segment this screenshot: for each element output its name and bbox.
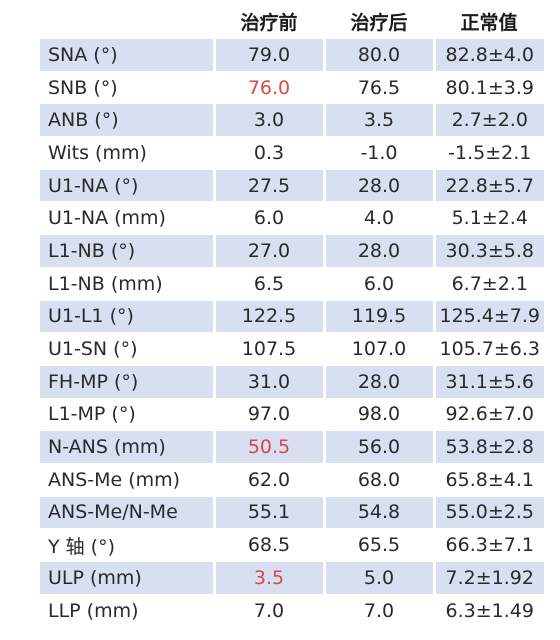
row-label: SNB (°) bbox=[40, 70, 214, 105]
table-row: U1-NA (mm) 6.0 4.0 5.1±2.4 bbox=[40, 201, 544, 236]
row-label: Wits (mm) bbox=[40, 136, 214, 170]
post-treatment-value: 54.8 bbox=[322, 495, 434, 530]
pre-treatment-value: 62.0 bbox=[212, 462, 324, 497]
row-label: L1-NB (°) bbox=[40, 234, 214, 268]
table-row: FH-MP (°) 31.0 28.0 31.1±5.6 bbox=[40, 364, 544, 399]
header-normal-value: 正常值 bbox=[434, 4, 544, 39]
normal-value: 6.7±2.1 bbox=[432, 266, 544, 301]
normal-value: 82.8±4.0 bbox=[432, 38, 544, 72]
normal-value: 5.1±2.4 bbox=[432, 201, 544, 236]
normal-value: 105.7±6.3 bbox=[432, 332, 544, 366]
row-label: FH-MP (°) bbox=[40, 364, 214, 399]
header-row: 治疗前 治疗后 正常值 bbox=[40, 4, 544, 39]
table-row: LLP (mm) 7.0 7.0 6.3±1.49 bbox=[40, 593, 544, 628]
pre-treatment-value: 68.5 bbox=[212, 528, 324, 562]
pre-treatment-value: 55.1 bbox=[212, 495, 324, 530]
table-row: L1-MP (°) 97.0 98.0 92.6±7.0 bbox=[40, 397, 544, 432]
normal-value: 92.6±7.0 bbox=[432, 397, 544, 432]
normal-value: 65.8±4.1 bbox=[432, 462, 544, 497]
row-label: SNA (°) bbox=[40, 38, 214, 72]
row-label: U1-SN (°) bbox=[40, 332, 214, 366]
table-row: ANB (°) 3.0 3.5 2.7±2.0 bbox=[40, 103, 544, 138]
post-treatment-value: 76.5 bbox=[322, 70, 434, 105]
table-row: SNA (°) 79.0 80.0 82.8±4.0 bbox=[40, 38, 544, 72]
table-row: ULP (mm) 3.5 5.0 7.2±1.92 bbox=[40, 561, 544, 595]
normal-value: 6.3±1.49 bbox=[432, 593, 544, 628]
post-treatment-value: 98.0 bbox=[322, 397, 434, 432]
pre-treatment-value: 79.0 bbox=[212, 38, 324, 72]
normal-value: 80.1±3.9 bbox=[432, 70, 544, 105]
table-row: Wits (mm) 0.3 -1.0 -1.5±2.1 bbox=[40, 136, 544, 170]
table-row: U1-L1 (°) 122.5 119.5 125.4±7.9 bbox=[40, 299, 544, 334]
normal-value: 66.3±7.1 bbox=[432, 528, 544, 562]
pre-treatment-value: 0.3 bbox=[212, 136, 324, 170]
table-body: SNA (°) 79.0 80.0 82.8±4.0 SNB (°) 76.0 76.5 80… bbox=[40, 38, 544, 628]
row-label: ANB (°) bbox=[40, 103, 214, 138]
row-label: ANS-Me (mm) bbox=[40, 462, 214, 497]
table-row: U1-SN (°) 107.5 107.0 105.7±6.3 bbox=[40, 332, 544, 366]
normal-value: 125.4±7.9 bbox=[432, 299, 544, 334]
table-row: N-ANS (mm) 50.5 56.0 53.8±2.8 bbox=[40, 430, 544, 464]
post-treatment-value: 6.0 bbox=[322, 266, 434, 301]
table-row: Y 轴 (°) 68.5 65.5 66.3±7.1 bbox=[40, 528, 544, 562]
table-row: L1-NB (°) 27.0 28.0 30.3±5.8 bbox=[40, 234, 544, 268]
table-header: 治疗前 治疗后 正常值 bbox=[40, 4, 544, 39]
pre-treatment-value: 6.0 bbox=[212, 201, 324, 236]
row-label: ANS-Me/N-Me bbox=[40, 495, 214, 530]
row-label: N-ANS (mm) bbox=[40, 430, 214, 464]
post-treatment-value: 4.0 bbox=[322, 201, 434, 236]
normal-value: 31.1±5.6 bbox=[432, 364, 544, 399]
pre-treatment-value: 122.5 bbox=[212, 299, 324, 334]
pre-treatment-value: 107.5 bbox=[212, 332, 324, 366]
table-row: ANS-Me/N-Me 55.1 54.8 55.0±2.5 bbox=[40, 495, 544, 530]
normal-value: -1.5±2.1 bbox=[432, 136, 544, 170]
pre-treatment-value: 31.0 bbox=[212, 364, 324, 399]
pre-treatment-value: 50.5 bbox=[212, 430, 324, 464]
normal-value: 2.7±2.0 bbox=[432, 103, 544, 138]
row-label: ULP (mm) bbox=[40, 561, 214, 595]
cephalometric-table: 治疗前 治疗后 正常值 SNA (°) 79.0 80.0 82.8±4.0 SNB (… bbox=[40, 4, 544, 628]
post-treatment-value: 28.0 bbox=[322, 234, 434, 268]
post-treatment-value: -1.0 bbox=[322, 136, 434, 170]
normal-value: 55.0±2.5 bbox=[432, 495, 544, 530]
table-row: SNB (°) 76.0 76.5 80.1±3.9 bbox=[40, 70, 544, 105]
post-treatment-value: 65.5 bbox=[322, 528, 434, 562]
pre-treatment-value: 3.0 bbox=[212, 103, 324, 138]
post-treatment-value: 3.5 bbox=[322, 103, 434, 138]
normal-value: 30.3±5.8 bbox=[432, 234, 544, 268]
row-label: L1-MP (°) bbox=[40, 397, 214, 432]
header-label bbox=[40, 4, 214, 39]
post-treatment-value: 119.5 bbox=[322, 299, 434, 334]
table-row: L1-NB (mm) 6.5 6.0 6.7±2.1 bbox=[40, 266, 544, 301]
table-row: ANS-Me (mm) 62.0 68.0 65.8±4.1 bbox=[40, 462, 544, 497]
post-treatment-value: 68.0 bbox=[322, 462, 434, 497]
normal-value: 7.2±1.92 bbox=[432, 561, 544, 595]
row-label: U1-L1 (°) bbox=[40, 299, 214, 334]
header-post-treatment: 治疗后 bbox=[324, 4, 434, 39]
row-label: LLP (mm) bbox=[40, 593, 214, 628]
post-treatment-value: 28.0 bbox=[322, 364, 434, 399]
pre-treatment-value: 6.5 bbox=[212, 266, 324, 301]
post-treatment-value: 56.0 bbox=[322, 430, 434, 464]
pre-treatment-value: 76.0 bbox=[212, 70, 324, 105]
post-treatment-value: 28.0 bbox=[322, 168, 434, 203]
header-pre-treatment: 治疗前 bbox=[214, 4, 324, 39]
pre-treatment-value: 27.0 bbox=[212, 234, 324, 268]
post-treatment-value: 107.0 bbox=[322, 332, 434, 366]
row-label: Y 轴 (°) bbox=[40, 528, 214, 562]
post-treatment-value: 80.0 bbox=[322, 38, 434, 72]
pre-treatment-value: 7.0 bbox=[212, 593, 324, 628]
post-treatment-value: 5.0 bbox=[322, 561, 434, 595]
row-label: U1-NA (°) bbox=[40, 168, 214, 203]
pre-treatment-value: 3.5 bbox=[212, 561, 324, 595]
row-label: U1-NA (mm) bbox=[40, 201, 214, 236]
row-label: L1-NB (mm) bbox=[40, 266, 214, 301]
post-treatment-value: 7.0 bbox=[322, 593, 434, 628]
pre-treatment-value: 27.5 bbox=[212, 168, 324, 203]
normal-value: 53.8±2.8 bbox=[432, 430, 544, 464]
pre-treatment-value: 97.0 bbox=[212, 397, 324, 432]
table-row: U1-NA (°) 27.5 28.0 22.8±5.7 bbox=[40, 168, 544, 203]
normal-value: 22.8±5.7 bbox=[432, 168, 544, 203]
